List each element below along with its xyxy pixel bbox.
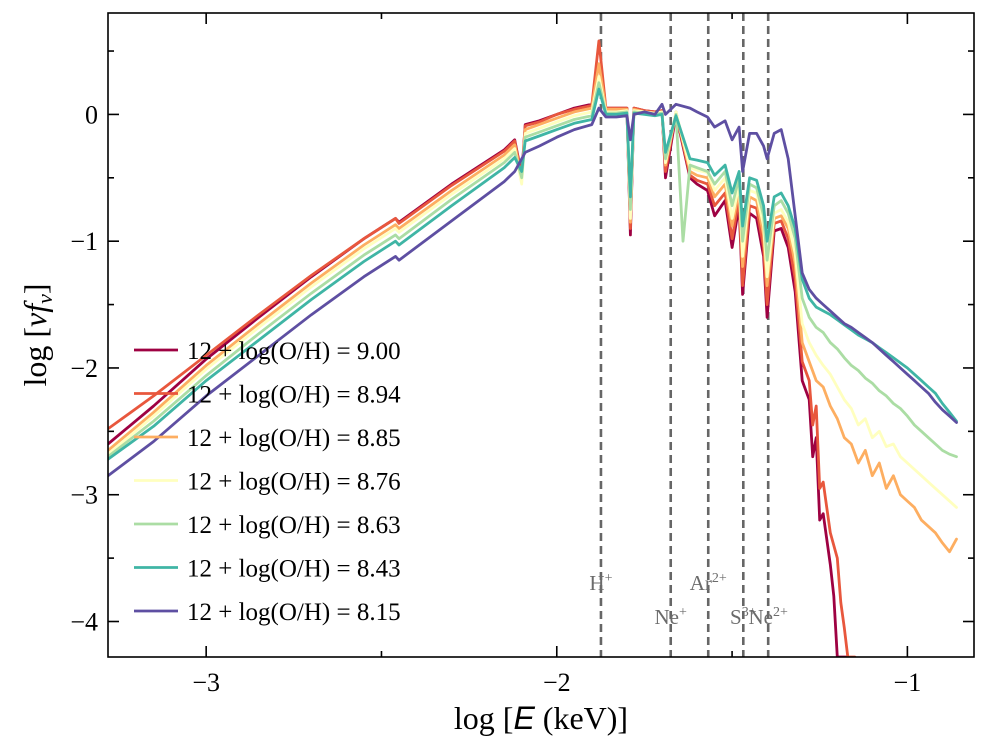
- series-line-6: [108, 102, 958, 478]
- x-axis-label-unit: (keV)]: [535, 700, 628, 736]
- y-axis-label-variable: νf: [17, 300, 53, 327]
- x-tick-label: −2: [543, 668, 571, 697]
- y-tick-label: −2: [70, 354, 98, 383]
- y-axis-label-suffix: ]: [17, 283, 53, 294]
- y-axis-label-subscript: ν: [32, 294, 57, 304]
- series-line-3: [108, 75, 958, 509]
- ion-label-2: Ar2+: [690, 571, 727, 595]
- legend-label-0: 12 + log(O/H) = 9.00: [187, 338, 401, 365]
- ion-label-3: S3+: [730, 605, 757, 629]
- x-axis-label-prefix: log [: [454, 700, 514, 736]
- legend-label-1: 12 + log(O/H) = 8.94: [187, 382, 401, 409]
- ion-label-1: Ne+: [655, 605, 688, 629]
- legend-label-5: 12 + log(O/H) = 8.43: [187, 556, 401, 583]
- y-axis-label: log [νfν]: [17, 283, 57, 386]
- axis-ticks: [108, 13, 974, 657]
- legend-label-2: 12 + log(O/H) = 8.85: [187, 425, 401, 452]
- plot-frame: [107, 12, 975, 658]
- ion-label-4: Ne2+: [748, 605, 788, 629]
- y-tick-label: −4: [70, 608, 98, 637]
- legend: 12 + log(O/H) = 9.00 12 + log(O/H) = 8.94…: [134, 338, 401, 626]
- legend-label-4: 12 + log(O/H) = 8.63: [187, 512, 401, 539]
- ion-lines: H+ Ne+Ar2+S3+Ne2+: [589, 13, 788, 657]
- x-tick-label: −1: [894, 668, 922, 697]
- y-tick-label: −3: [70, 481, 98, 510]
- series-lines: [108, 39, 958, 657]
- legend-label-6: 12 + log(O/H) = 8.15: [187, 599, 401, 626]
- y-tick-label: 0: [85, 100, 98, 129]
- x-axis-label: log [E (keV)]: [454, 700, 628, 736]
- y-tick-label: −1: [70, 227, 98, 256]
- x-tick-label: −3: [192, 668, 220, 697]
- x-axis-label-variable: E: [513, 700, 535, 736]
- legend-label-3: 12 + log(O/H) = 8.76: [187, 469, 401, 496]
- y-axis-label-prefix: log [: [17, 327, 53, 387]
- tick-labels: −3 −2 −1 0 −1 −2 −3 −4: [70, 100, 921, 697]
- ion-label-0: H+: [589, 571, 612, 595]
